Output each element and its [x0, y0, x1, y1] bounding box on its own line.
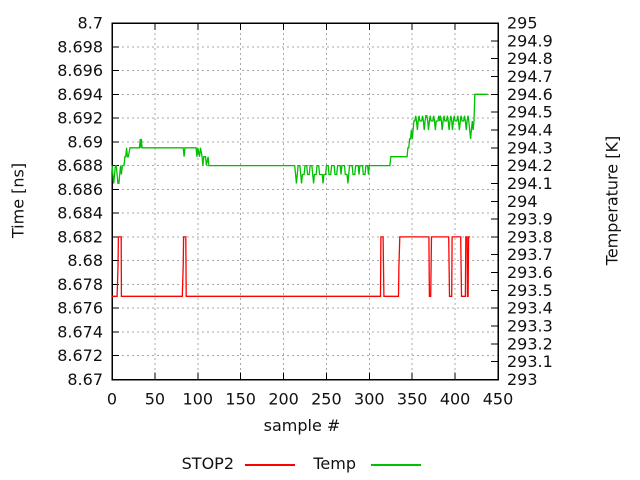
- svg-text:8.676: 8.676: [57, 299, 103, 318]
- svg-text:294: 294: [507, 192, 538, 211]
- legend-label-stop2: STOP2: [181, 454, 234, 473]
- legend: STOP2 Temp: [0, 452, 640, 478]
- x-axis-label: sample #: [263, 416, 341, 435]
- svg-text:8.682: 8.682: [57, 227, 103, 246]
- svg-text:293.8: 293.8: [507, 227, 553, 246]
- svg-text:450: 450: [483, 390, 514, 409]
- axis-ticks: [111, 22, 499, 380]
- legend-line-stop2: [245, 464, 295, 466]
- svg-text:294.7: 294.7: [507, 67, 553, 86]
- svg-text:8.684: 8.684: [57, 204, 103, 223]
- legend-label-temp: Temp: [313, 454, 356, 473]
- svg-text:8.694: 8.694: [57, 85, 103, 104]
- svg-text:350: 350: [397, 390, 428, 409]
- series-temp: [111, 93, 488, 185]
- svg-text:100: 100: [183, 390, 214, 409]
- grid-lines: [112, 23, 498, 380]
- svg-text:294.5: 294.5: [507, 103, 553, 122]
- svg-text:295: 295: [507, 14, 538, 33]
- svg-text:293.5: 293.5: [507, 281, 553, 300]
- svg-text:294.9: 294.9: [507, 31, 553, 50]
- svg-text:293.1: 293.1: [507, 352, 553, 371]
- y2-axis-tick-labels: 295294.9294.8294.7294.6294.5294.4294.329…: [507, 14, 553, 390]
- svg-text:50: 50: [145, 390, 165, 409]
- svg-text:294.1: 294.1: [507, 174, 553, 193]
- svg-text:200: 200: [268, 390, 299, 409]
- svg-text:8.692: 8.692: [57, 109, 103, 128]
- svg-text:150: 150: [225, 390, 256, 409]
- svg-text:293.3: 293.3: [507, 317, 553, 336]
- svg-text:293.7: 293.7: [507, 245, 553, 264]
- svg-text:293.4: 293.4: [507, 299, 553, 318]
- x-axis-tick-labels: 0 50 100 150 200 250 300 350 400 450: [107, 390, 513, 409]
- svg-text:8.678: 8.678: [57, 275, 103, 294]
- svg-text:293.2: 293.2: [507, 334, 553, 353]
- svg-text:250: 250: [311, 390, 342, 409]
- svg-text:8.672: 8.672: [57, 346, 103, 365]
- svg-text:0: 0: [107, 390, 117, 409]
- y-axis-label: Time [ns]: [8, 162, 28, 239]
- svg-text:293.9: 293.9: [507, 210, 553, 229]
- svg-text:300: 300: [354, 390, 385, 409]
- svg-text:8.674: 8.674: [57, 323, 103, 342]
- svg-text:8.696: 8.696: [57, 61, 103, 80]
- svg-text:8.68: 8.68: [67, 251, 103, 270]
- svg-text:8.686: 8.686: [57, 180, 103, 199]
- svg-text:8.688: 8.688: [57, 156, 103, 175]
- svg-text:8.67: 8.67: [67, 370, 103, 389]
- svg-text:294.4: 294.4: [507, 121, 553, 140]
- svg-text:293.6: 293.6: [507, 263, 553, 282]
- svg-text:294.3: 294.3: [507, 138, 553, 157]
- svg-text:294.2: 294.2: [507, 156, 553, 175]
- svg-text:8.698: 8.698: [57, 37, 103, 56]
- y2-axis-label: Temperature [K]: [602, 135, 622, 266]
- svg-text:400: 400: [440, 390, 471, 409]
- svg-text:8.69: 8.69: [67, 132, 103, 151]
- svg-text:294.6: 294.6: [507, 85, 553, 104]
- plot-border: [111, 22, 499, 381]
- legend-line-temp: [371, 464, 421, 466]
- svg-text:294.8: 294.8: [507, 49, 553, 68]
- series-stop2: [112, 236, 471, 297]
- svg-text:293: 293: [507, 370, 538, 389]
- svg-text:8.7: 8.7: [78, 14, 103, 33]
- y-axis-tick-labels: 8.7 8.698 8.696 8.694 8.692 8.69 8.688 8.686 8.6…: [57, 14, 103, 390]
